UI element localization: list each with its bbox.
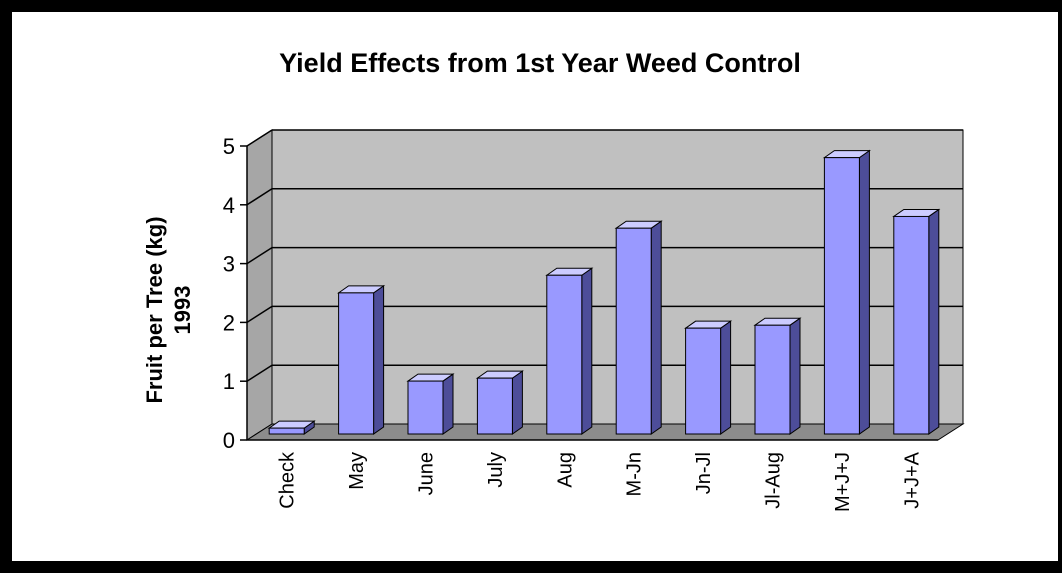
side-wall [246,129,273,441]
y-axis-ticks: 0 1 2 3 4 5 [223,134,247,453]
bar-6 [684,320,733,435]
x-tick-label-7: Jl-Aug [763,452,785,509]
gridline-side-4 [246,188,273,206]
x-tick-label-3: July [485,452,507,488]
x-tick-label-2: June [416,452,438,495]
gridline-side-1 [246,364,273,382]
bar-0 [267,420,316,435]
y-axis-label-line-1: Fruit per Tree (kg) [142,216,167,403]
x-tick-label-8: M+J+J [832,452,854,512]
x-tick-label-6: Jn-Jl [693,452,715,494]
bar-front-8 [823,157,860,435]
bar-front-3 [476,377,513,435]
y-axis-label-line-2: 1993 [170,286,195,335]
x-axis-ticks: Check May June July Aug M-Jn Jn-Jl Jl-Aug M+J+J J… [277,451,924,512]
gridline-side-2 [246,305,273,324]
bar-side-8 [858,149,870,435]
bar-1 [337,284,386,435]
x-tick-label-9: J+J+A [901,451,923,508]
x-tick-label-1: May [346,452,368,490]
y-tick-label-5: 5 [223,134,235,159]
chart-title: Yield Effects from 1st Year Weed Control [279,48,801,78]
y-tick-label-0: 0 [223,428,235,453]
bar-front-4 [546,274,583,435]
bar-7 [753,317,802,435]
x-tick-label-5: M-Jn [624,452,646,496]
bar-2 [406,373,455,435]
bar-front-0 [268,427,305,435]
bars [267,149,941,435]
x-tick-label-4: Aug [554,452,576,488]
bar-front-9 [893,215,930,435]
bar-side-9 [928,208,940,435]
bar-side-5 [650,220,662,435]
gridline-side-3 [246,246,273,265]
y-tick-label-1: 1 [223,369,235,394]
bar-side-6 [720,320,732,435]
bar-front-6 [685,327,722,435]
y-tick-label-3: 3 [223,252,235,277]
bar-4 [545,267,594,435]
bar-side-7 [789,317,801,435]
bar-3 [475,370,524,435]
bar-side-2 [442,373,454,435]
bar-9 [892,208,941,435]
bar-5 [614,220,663,435]
bar-front-2 [407,380,444,435]
y-tick-label-2: 2 [223,310,235,335]
x-tick-label-0: Check [277,451,299,509]
bar-front-1 [338,292,375,435]
bar-front-5 [615,227,652,435]
gridline-side-5 [246,129,273,147]
bar-8 [822,149,871,435]
y-tick-label-4: 4 [223,193,235,218]
bar-side-4 [581,267,593,435]
bar-side-3 [511,370,523,435]
bar-side-1 [373,284,385,435]
bar-front-7 [754,324,791,435]
